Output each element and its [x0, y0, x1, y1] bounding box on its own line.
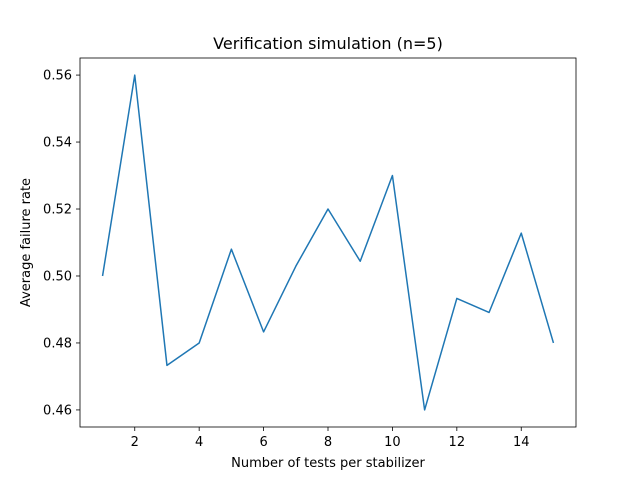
- y-tick-label: 0.48: [43, 336, 72, 351]
- x-tick-label: 2: [131, 435, 139, 450]
- x-tick-label: 4: [195, 435, 203, 450]
- y-axis-label: Average failure rate: [19, 178, 34, 307]
- chart-title: Verification simulation (n=5): [213, 34, 443, 53]
- plot-area: [101, 74, 555, 411]
- x-tick-label: 8: [324, 435, 332, 450]
- y-tick-label: 0.52: [43, 203, 72, 218]
- y-axis: 0.46 0.48 0.50 0.52 0.54 0.56: [43, 69, 80, 418]
- x-axis-label: Number of tests per stabilizer: [231, 456, 425, 471]
- y-tick-label: 0.56: [43, 69, 72, 84]
- x-tick-label: 6: [259, 435, 267, 450]
- x-tick-label: 10: [384, 435, 401, 450]
- x-tick-label: 14: [513, 435, 530, 450]
- x-axis: 2 4 6 8 10 12 14: [131, 427, 530, 450]
- y-tick-label: 0.54: [43, 136, 72, 151]
- x-tick-label: 12: [449, 435, 466, 450]
- series-line-0: [101, 74, 555, 411]
- y-tick-label: 0.46: [43, 403, 72, 418]
- y-tick-label: 0.50: [43, 269, 72, 284]
